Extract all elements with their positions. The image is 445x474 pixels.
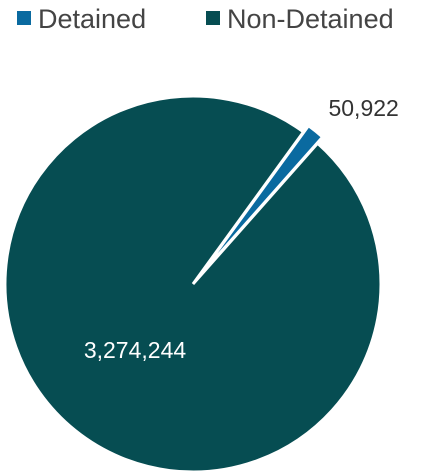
legend-label-non-detained: Non-Detained [227,4,394,34]
data-labels: 50,922 3,274,244 [84,95,399,363]
pie-slices [3,94,383,474]
legend: Detained Non-Detained [17,4,394,34]
data-label-detained: 50,922 [328,95,398,121]
pie-slice-detained [196,123,325,279]
data-label-non-detained: 3,274,244 [84,337,187,363]
legend-swatch-detained [17,11,31,25]
pie-slice-non-detained [3,94,383,474]
legend-label-detained: Detained [38,4,146,34]
legend-swatch-non-detained [206,11,220,25]
